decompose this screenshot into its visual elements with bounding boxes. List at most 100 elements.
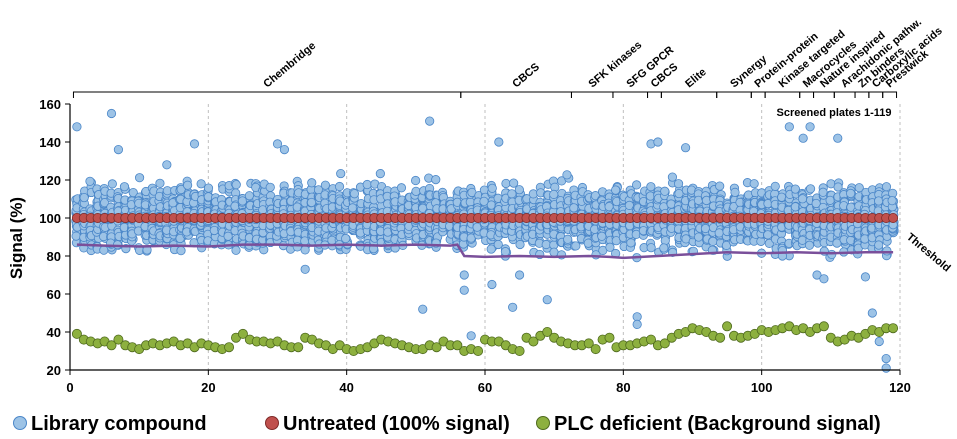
plc-deficient-point <box>431 342 442 353</box>
legend-marker <box>13 416 27 430</box>
plc-deficient-point <box>113 334 124 345</box>
library-compound-point <box>486 244 496 254</box>
library-compound-point <box>231 180 241 190</box>
library-compound-point <box>514 185 524 195</box>
group-bracket <box>854 91 870 98</box>
library-compound-point <box>113 145 124 155</box>
library-compound-point <box>882 246 892 256</box>
library-compound-point <box>715 181 725 191</box>
plc-deficient-point <box>646 334 657 345</box>
group-bracket <box>799 91 815 98</box>
legend-label: Library compound <box>31 413 207 435</box>
plc-deficient-point <box>71 328 82 339</box>
y-axis-title: Signal (%) <box>7 197 26 279</box>
library-compound-point <box>183 180 193 190</box>
group-bracket <box>833 91 856 98</box>
library-compound-point <box>846 188 856 199</box>
library-compound-point <box>279 145 290 155</box>
library-compound-point <box>797 194 808 204</box>
library-compound-point <box>749 179 759 189</box>
library-compound-point <box>71 231 81 241</box>
group-bracket <box>570 91 614 98</box>
library-compound-point <box>805 122 815 132</box>
untreated-point <box>888 212 899 223</box>
x-tick-label: 100 <box>751 380 773 395</box>
group-bracket <box>882 91 898 98</box>
group-bracket <box>764 91 801 98</box>
library-compound-point <box>203 183 214 193</box>
group-bracket <box>750 91 766 98</box>
library-compound-point <box>431 175 441 185</box>
plc-deficient-point <box>237 328 248 339</box>
library-compound-point <box>362 179 372 190</box>
group-bracket <box>647 91 662 98</box>
plc-deficient-point <box>604 332 615 343</box>
library-compound-point <box>85 176 95 186</box>
library-compound-point <box>798 133 808 143</box>
library-compound-point <box>375 169 385 179</box>
plc-deficient-point <box>106 340 117 351</box>
y-tick-label: 120 <box>39 173 61 188</box>
library-compound-point <box>509 178 519 188</box>
library-compound-point <box>231 245 241 255</box>
library-compound-point <box>265 182 275 192</box>
group-bracket <box>868 91 884 98</box>
plc-deficient-point <box>583 338 594 349</box>
library-compound-point <box>300 245 310 255</box>
library-compound-point <box>508 302 518 312</box>
group-bracket <box>813 91 835 98</box>
y-tick-label: 40 <box>47 325 61 340</box>
library-compound-point <box>653 137 663 147</box>
library-compound-point <box>119 182 130 192</box>
untreated-points <box>71 212 899 223</box>
library-compound-point <box>72 122 82 132</box>
library-compound-point <box>459 270 469 280</box>
library-compound-point <box>107 179 117 189</box>
library-compound-point <box>646 243 656 253</box>
axes: 20 40 60 80 100 120 140 160 0 20 40 60 80 100 120 <box>39 97 911 395</box>
library-compound-point <box>660 235 670 246</box>
library-compound-point <box>459 285 469 295</box>
library-compound-point <box>833 182 843 192</box>
library-compound-point <box>673 179 684 189</box>
library-compound-point <box>466 331 476 341</box>
library-compound-point <box>425 116 435 126</box>
threshold-line <box>76 243 894 260</box>
library-compound-point <box>770 181 780 191</box>
library-compound-point <box>418 304 428 314</box>
library-compound-point <box>563 234 573 244</box>
plc-deficient-point <box>293 342 304 353</box>
library-compound-point <box>804 240 815 250</box>
library-compound-point <box>626 238 636 248</box>
y-tick-label: 60 <box>47 287 61 302</box>
library-compound-point <box>860 272 871 282</box>
library-compound-point <box>162 160 172 170</box>
plc-deficient-point <box>452 340 463 351</box>
library-compound-point <box>176 184 186 194</box>
library-compound-point <box>223 231 233 241</box>
x-tick-label: 0 <box>66 380 73 395</box>
library-compound-point <box>189 139 200 149</box>
library-compound-point <box>874 336 884 347</box>
library-compound-point <box>881 363 891 373</box>
library-compound-point <box>176 246 186 256</box>
legend-label: Untreated (100% signal) <box>283 413 510 435</box>
legend-marker <box>536 416 550 430</box>
library-compound-point <box>571 241 581 251</box>
plc-deficient-point <box>473 345 484 356</box>
library-compound-point <box>500 247 511 257</box>
library-compound-point <box>812 270 822 280</box>
legend-label: PLC deficient (Background signal) <box>554 413 881 435</box>
library-compound-point <box>660 186 670 196</box>
library-compound-point <box>790 184 800 194</box>
y-tick-label: 160 <box>39 97 61 112</box>
library-compound-point <box>666 199 676 209</box>
library-compound-point <box>300 264 310 274</box>
library-compound-point <box>763 230 773 240</box>
legend-marker <box>265 416 279 430</box>
x-tick-label: 40 <box>339 380 353 395</box>
library-compound-point <box>867 308 877 318</box>
x-tick-label: 80 <box>616 380 630 395</box>
